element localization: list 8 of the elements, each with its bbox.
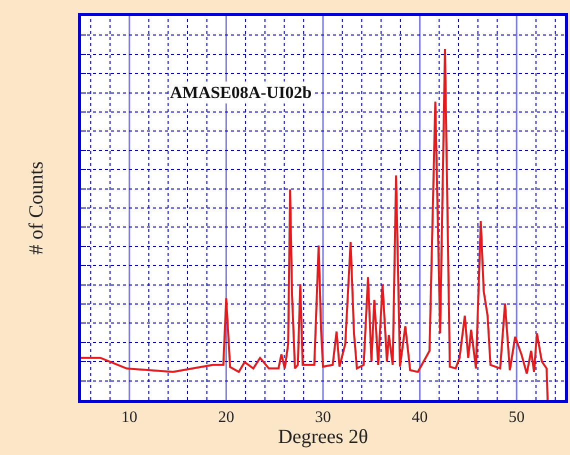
y-axis-title: # of Counts [26,161,48,255]
text: AMASE08A-UI02b [170,83,312,102]
x-tick-label: 20 [218,409,234,426]
x-tick-label: 30 [315,409,331,426]
x-tick-label: 40 [412,409,428,426]
x-axis-title: Degrees 2θ [278,426,368,448]
x-tick-label: 10 [121,409,138,426]
x-tick-label: 50 [508,409,525,426]
